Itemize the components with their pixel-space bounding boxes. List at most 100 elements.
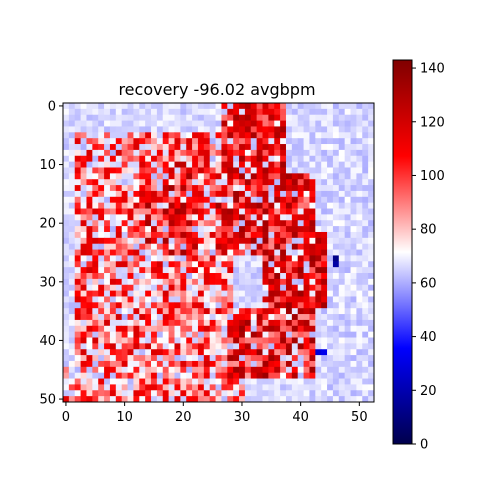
heatmap-cell xyxy=(80,261,87,268)
heatmap-cell xyxy=(327,202,334,209)
heatmap-cell xyxy=(86,126,93,133)
heatmap-cell xyxy=(315,314,322,321)
heatmap-cell xyxy=(350,290,357,297)
heatmap-cell xyxy=(180,331,187,338)
heatmap-cell xyxy=(221,308,228,315)
heatmap-cell xyxy=(63,138,70,145)
heatmap-cell xyxy=(192,231,199,239)
heatmap-cell xyxy=(227,243,234,250)
heatmap-cell xyxy=(291,343,299,350)
heatmap-cell xyxy=(209,155,216,162)
heatmap-cell xyxy=(68,378,76,385)
heatmap-cell xyxy=(285,302,293,309)
heatmap-cell xyxy=(362,378,369,385)
heatmap-cell xyxy=(332,167,340,174)
heatmap-cell xyxy=(280,144,287,151)
heatmap-cell xyxy=(309,173,316,180)
heatmap-cell xyxy=(186,161,193,168)
heatmap-cell xyxy=(92,290,99,297)
heatmap-cell xyxy=(109,196,117,204)
heatmap-cell xyxy=(156,273,164,280)
heatmap-cell xyxy=(338,243,346,250)
heatmap-cell xyxy=(104,308,111,315)
heatmap-cell xyxy=(109,384,117,391)
heatmap-cell xyxy=(285,114,293,121)
heatmap-cell xyxy=(303,161,310,168)
heatmap-cell xyxy=(145,173,152,180)
heatmap-cell xyxy=(192,284,199,291)
heatmap-cell xyxy=(356,314,363,321)
heatmap-cell xyxy=(203,337,211,344)
heatmap-cell xyxy=(109,296,117,303)
heatmap-cell xyxy=(98,360,105,368)
heatmap-cell xyxy=(139,261,146,268)
heatmap-cell xyxy=(338,378,346,385)
heatmap-cell xyxy=(332,308,340,315)
heatmap-cell xyxy=(274,366,281,374)
heatmap-cell xyxy=(309,314,316,321)
heatmap-cell xyxy=(92,296,99,303)
heatmap-cell xyxy=(86,314,93,321)
heatmap-cell xyxy=(92,144,99,151)
heatmap-cell xyxy=(239,190,246,198)
heatmap-cell xyxy=(68,243,76,250)
heatmap-cell xyxy=(139,249,146,256)
heatmap-cell xyxy=(315,337,322,344)
heatmap-cell xyxy=(262,355,269,362)
heatmap-cell xyxy=(98,302,105,309)
heatmap-cell xyxy=(221,360,228,368)
heatmap-cell xyxy=(332,325,340,332)
heatmap-cell xyxy=(250,114,257,121)
heatmap-cell xyxy=(203,155,211,162)
heatmap-cell xyxy=(86,243,93,250)
heatmap-cell xyxy=(368,173,375,180)
heatmap-cell xyxy=(239,325,246,332)
heatmap-cell xyxy=(197,120,205,127)
heatmap-cell xyxy=(274,220,281,227)
heatmap-cell xyxy=(192,267,199,274)
heatmap-cell xyxy=(145,132,152,139)
heatmap-cell xyxy=(109,155,117,162)
heatmap-cell xyxy=(268,319,275,327)
heatmap-cell xyxy=(256,185,263,192)
heatmap-cell xyxy=(186,273,193,280)
heatmap-cell xyxy=(227,103,234,110)
heatmap-cell xyxy=(109,378,117,385)
heatmap-cell xyxy=(256,325,263,332)
heatmap-cell xyxy=(268,308,275,315)
heatmap-cell xyxy=(362,144,369,151)
heatmap-cell xyxy=(74,349,81,356)
heatmap-cell xyxy=(262,226,269,233)
heatmap-cell xyxy=(174,355,181,362)
heatmap-cell xyxy=(327,278,334,286)
heatmap-cell xyxy=(239,267,246,274)
heatmap-cell xyxy=(121,231,128,239)
heatmap-cell xyxy=(221,290,228,297)
heatmap-cell xyxy=(303,378,310,385)
heatmap-cell xyxy=(344,126,351,133)
heatmap-cell xyxy=(121,202,128,209)
heatmap-cell xyxy=(92,155,99,162)
heatmap-cell xyxy=(92,273,99,280)
heatmap-cell xyxy=(162,255,169,262)
heatmap-cell xyxy=(98,337,105,344)
heatmap-cell xyxy=(156,378,164,385)
heatmap-cell xyxy=(133,173,140,180)
heatmap-cell xyxy=(92,390,99,397)
heatmap-cell xyxy=(362,319,369,327)
heatmap-cell xyxy=(285,284,293,291)
heatmap-cell xyxy=(239,237,246,245)
heatmap-cell xyxy=(344,337,351,344)
heatmap-cell xyxy=(350,214,357,221)
heatmap-cell xyxy=(156,114,164,121)
heatmap-cell xyxy=(68,337,76,344)
heatmap-cell xyxy=(139,214,146,221)
heatmap-cell xyxy=(203,255,211,262)
heatmap-cell xyxy=(151,103,158,110)
heatmap-cell xyxy=(127,126,134,133)
heatmap-cell xyxy=(215,144,222,151)
heatmap-cell xyxy=(309,132,316,139)
heatmap-cell xyxy=(239,138,246,145)
heatmap-cell xyxy=(368,126,375,133)
heatmap-cell xyxy=(280,155,287,162)
